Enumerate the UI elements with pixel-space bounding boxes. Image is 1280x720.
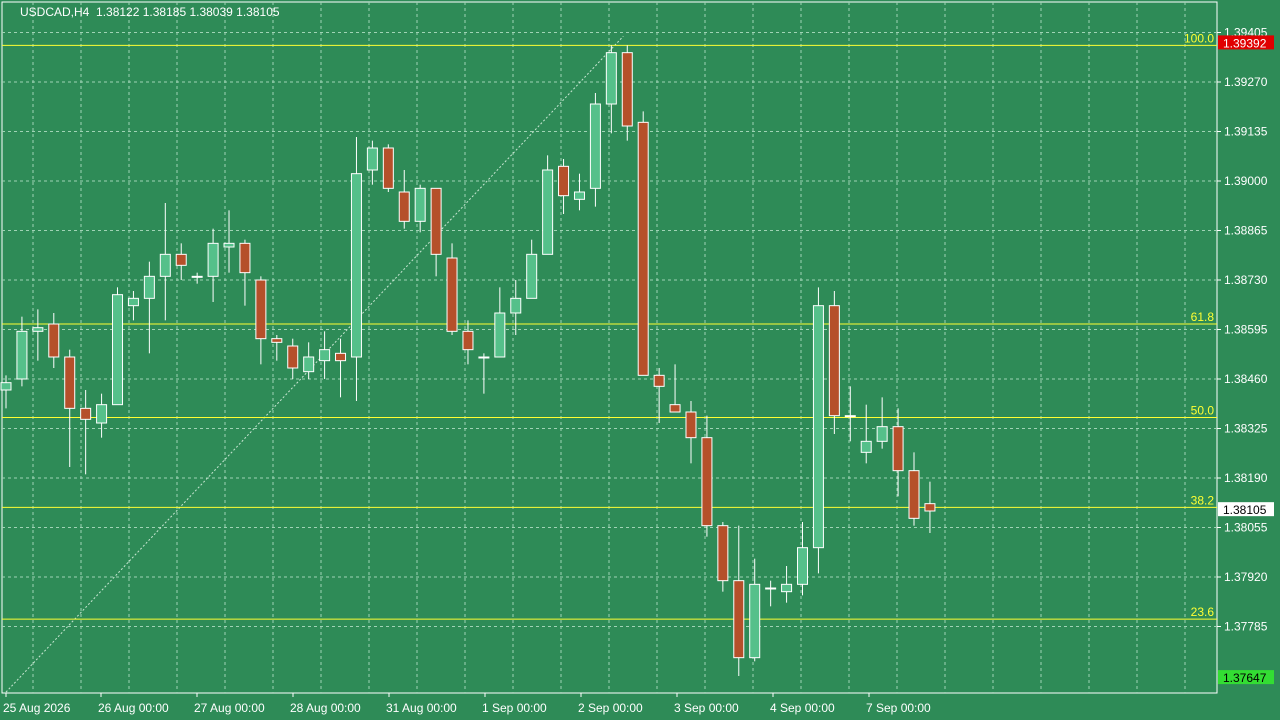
candle-body [366, 147, 378, 171]
price-tag-ask [1218, 35, 1274, 50]
candle-body [350, 173, 362, 358]
candle-body [335, 352, 347, 362]
price-tag-bid [1218, 502, 1274, 517]
candle-body [303, 356, 315, 373]
price-axis-label: 1.37785 [1224, 620, 1268, 634]
candle-body [637, 121, 649, 376]
price-axis-label: 1.37920 [1224, 570, 1268, 584]
fib-level-label: 100.0 [1184, 31, 1214, 45]
candle-body [558, 165, 570, 197]
price-axis-label: 1.39000 [1224, 174, 1268, 188]
time-axis-label: 3 Sep 00:00 [674, 701, 739, 715]
candle-body [494, 312, 506, 358]
price-axis-label: 1.38325 [1224, 422, 1268, 436]
time-axis-label: 1 Sep 00:00 [482, 701, 547, 715]
candle-body [701, 437, 713, 527]
time-axis-label: 4 Sep 00:00 [770, 701, 835, 715]
candle-body [653, 374, 665, 387]
candle-body [844, 415, 856, 418]
candle-body [32, 327, 44, 332]
time-axis-label: 25 Aug 2026 [3, 701, 71, 715]
candle-body [64, 356, 76, 409]
candle-body [685, 411, 697, 439]
candle-body [414, 187, 426, 222]
price-tag-ask-label: 1.39392 [1223, 36, 1267, 50]
candle-body [589, 103, 601, 189]
candle-body [621, 52, 633, 127]
candle-body [319, 349, 331, 362]
time-axis-label: 27 Aug 00:00 [194, 701, 265, 715]
candle-body [526, 253, 538, 299]
fib-trend-line [5, 35, 624, 693]
candle-body [797, 547, 808, 585]
time-axis-label: 26 Aug 00:00 [98, 701, 169, 715]
candle-body [287, 345, 299, 369]
candle-body [223, 242, 235, 248]
price-axis-label: 1.38595 [1224, 323, 1268, 337]
candle-body [239, 242, 251, 274]
candle-body [781, 583, 793, 593]
time-axis-label: 31 Aug 00:00 [386, 701, 457, 715]
price-tag-low [1218, 670, 1274, 685]
candle-body [924, 503, 936, 512]
candle-body [271, 338, 283, 343]
price-tag-bid-label: 1.38105 [1223, 503, 1267, 517]
price-axis-label: 1.38460 [1224, 372, 1268, 386]
candle-body [112, 294, 124, 406]
candle-body [573, 191, 585, 200]
fib-level-label: 38.2 [1191, 493, 1215, 507]
price-tag-low-label: 1.37647 [1223, 671, 1267, 685]
candle-body [398, 191, 410, 222]
candle-body [430, 187, 442, 255]
candle-body [876, 426, 888, 442]
candle-body [96, 404, 108, 424]
candle-body [860, 440, 872, 453]
price-axis-label: 1.38190 [1224, 471, 1268, 485]
chart-title: USDCAD,H4 1.38122 1.38185 1.38039 1.3810… [20, 5, 280, 19]
price-axis-label: 1.38865 [1224, 224, 1268, 238]
candle-body [669, 404, 681, 413]
candle-body [717, 525, 729, 582]
candle-body [143, 275, 155, 299]
candle-body [191, 275, 203, 278]
candle-body [207, 242, 219, 277]
candle-body [80, 407, 92, 420]
fib-level-label: 50.0 [1191, 404, 1215, 418]
candle-body [765, 587, 777, 590]
candle-body [446, 257, 458, 332]
ohlc-readout: 1.38122 1.38185 1.38039 1.38105 [96, 5, 280, 19]
candle-body [478, 356, 490, 359]
time-axis-label: 28 Aug 00:00 [290, 701, 361, 715]
candle-body [0, 382, 12, 391]
price-axis-label: 1.39270 [1224, 75, 1268, 89]
candle-body [605, 52, 617, 105]
candle-body [812, 305, 824, 549]
candle-body [16, 330, 28, 380]
symbol-timeframe: USDCAD,H4 [20, 5, 90, 19]
candle-body [892, 426, 904, 472]
price-axis-label: 1.38055 [1224, 521, 1268, 535]
candle-body [828, 305, 840, 417]
candle-body [733, 580, 745, 659]
time-axis-label: 7 Sep 00:00 [866, 701, 931, 715]
candle-body [462, 330, 474, 351]
candle-body [542, 169, 554, 255]
fib-level-label: 61.8 [1191, 310, 1215, 324]
price-axis-label: 1.39135 [1224, 125, 1268, 139]
candle-body [382, 147, 394, 189]
candle-body [159, 253, 171, 277]
candle-body [48, 323, 60, 358]
fib-level-label: 23.6 [1191, 605, 1215, 619]
candle-body [127, 297, 139, 307]
candle-body [749, 583, 761, 659]
candle-body [908, 470, 920, 519]
candle-body [510, 297, 522, 314]
candle-body [255, 279, 267, 340]
price-axis-label: 1.38730 [1224, 273, 1268, 287]
time-axis-label: 2 Sep 00:00 [578, 701, 643, 715]
candle-body [175, 253, 187, 266]
